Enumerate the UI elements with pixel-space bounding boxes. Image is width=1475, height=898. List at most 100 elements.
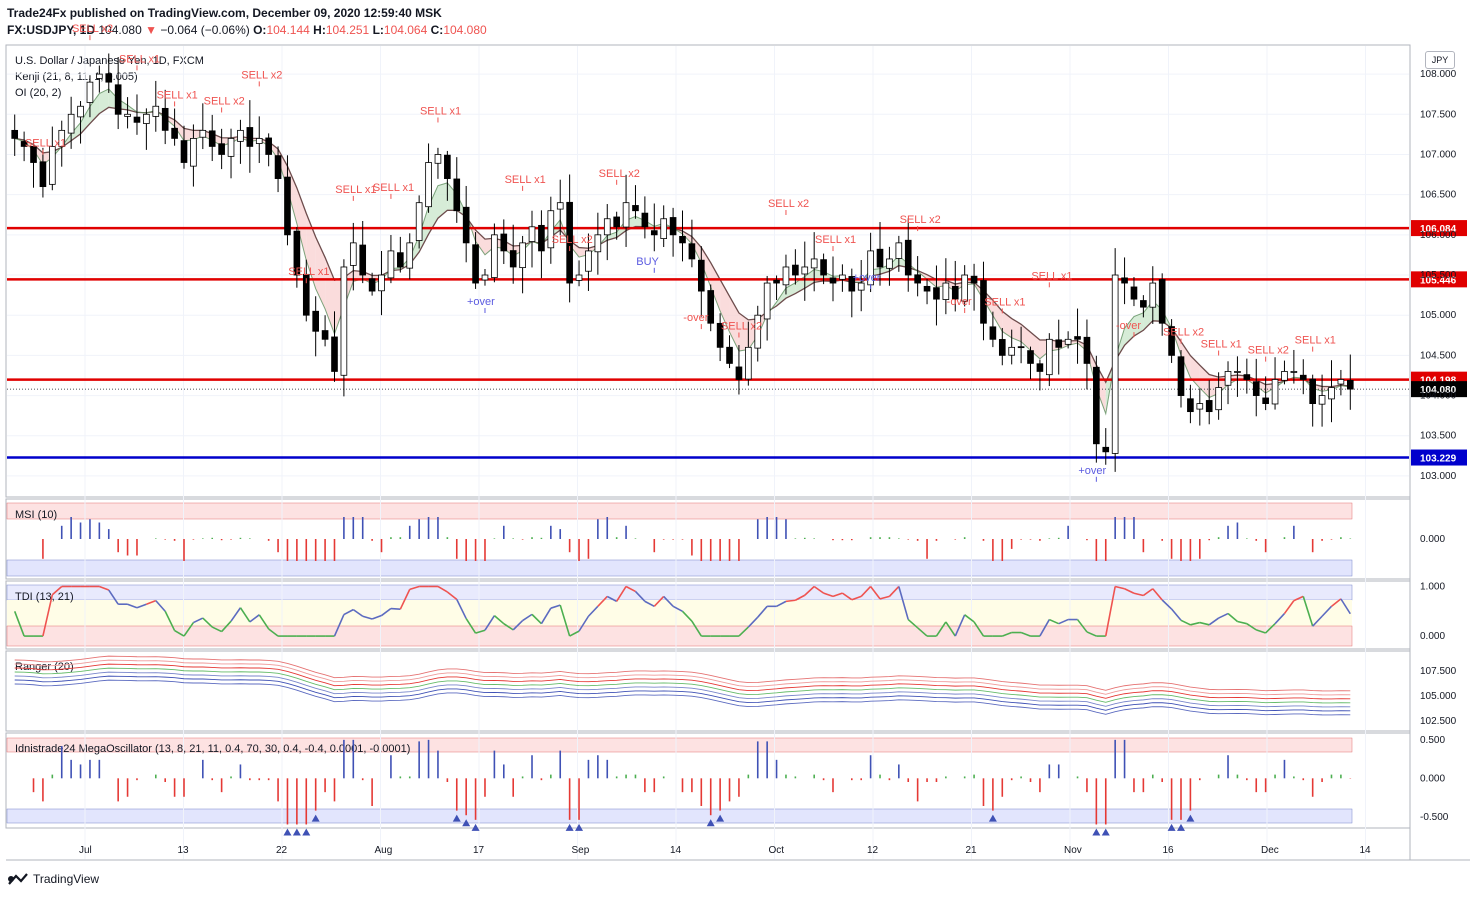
candle-body	[472, 244, 479, 284]
mega-buy-triangle	[1186, 814, 1195, 822]
candle-body	[1083, 336, 1091, 364]
cloud-segment	[1133, 312, 1144, 337]
ranger-band	[14, 659, 1351, 696]
candle-body	[669, 217, 677, 236]
tdi-segment	[1076, 619, 1088, 633]
signal-label: -over	[947, 296, 972, 308]
cloud-segment	[80, 106, 90, 134]
candle-body	[481, 274, 489, 281]
candle-body	[660, 218, 668, 239]
tradingview-logo[interactable]: TradingView	[7, 872, 99, 886]
candle-body	[528, 226, 536, 242]
candle-body	[942, 282, 950, 300]
candle-body	[67, 113, 75, 134]
signal-label: SELL x2	[241, 69, 282, 81]
candle-body	[801, 266, 809, 275]
price-tick-label: 104.500	[1420, 350, 1457, 361]
candle-body	[632, 205, 639, 212]
candle-body	[1064, 338, 1072, 345]
candle-body	[190, 137, 197, 167]
tdi-segment	[1312, 615, 1323, 627]
mega-tick-label: 0.000	[1420, 773, 1445, 784]
tdi-segment	[954, 614, 966, 637]
cloud-segment	[475, 230, 485, 255]
mega-buy-triangle	[706, 819, 715, 827]
candle-body	[77, 105, 84, 118]
tdi-segment	[1058, 618, 1069, 625]
candle-body	[1093, 366, 1100, 445]
tdi-segment	[42, 594, 54, 637]
tdi-segment	[371, 614, 382, 620]
candle-body	[782, 266, 790, 286]
tdi-segment	[1114, 585, 1125, 590]
currency-button[interactable]: JPY	[1425, 51, 1455, 69]
tdi-tick-label: 0.000	[1420, 631, 1445, 642]
tdi-segment	[99, 585, 110, 591]
cloud-segment	[691, 236, 702, 263]
candle-body	[923, 285, 931, 292]
candle-body	[415, 202, 423, 241]
candle-body	[491, 234, 498, 278]
candle-body	[594, 234, 602, 253]
tdi-upper-zone	[6, 584, 1353, 601]
tdi-segment	[1086, 631, 1097, 637]
mega-bars	[32, 739, 1352, 836]
signal-label: SELL x1	[1201, 339, 1242, 351]
tdi-segment	[136, 603, 147, 609]
cloud-segment	[174, 119, 185, 141]
time-tick-label: 16	[1163, 845, 1175, 856]
candle-body	[208, 130, 216, 147]
tdi-segment	[550, 604, 561, 609]
candle-body	[462, 206, 470, 244]
candle-body	[434, 154, 442, 164]
level-badge-label: 105.446	[1420, 275, 1457, 286]
tdi-segment	[484, 615, 496, 631]
tdi-segment	[512, 620, 524, 631]
mega-buy-triangle	[471, 823, 480, 831]
price-tick-label: 106.500	[1420, 190, 1457, 201]
tdi-segment	[888, 585, 900, 597]
candle-body	[133, 116, 141, 123]
candle-body	[829, 277, 837, 284]
time-tick-label: Dec	[1261, 845, 1279, 856]
tdi-segment	[569, 630, 580, 637]
cloud-segment	[701, 247, 711, 287]
candle-body	[378, 274, 385, 292]
candle-body	[124, 113, 131, 117]
signal-label: -over	[1116, 320, 1141, 332]
candle-body	[1346, 380, 1354, 390]
price-tick-label: 105.500	[1420, 270, 1457, 281]
candle-body	[585, 250, 592, 272]
time-tick-label: 12	[867, 845, 879, 856]
candle-body	[340, 266, 348, 376]
signal-label: SELL x1	[335, 184, 376, 196]
cloud-segment	[738, 312, 749, 352]
candle-body	[895, 242, 903, 259]
tdi-segment	[681, 610, 693, 622]
signal-label: SELL x1	[420, 105, 461, 117]
candle-body	[1177, 356, 1185, 396]
ranger-band	[14, 671, 1351, 708]
candle-body	[1252, 381, 1260, 396]
candle-body	[735, 366, 743, 380]
tdi-segment	[1246, 623, 1257, 631]
mega-buy-triangle	[462, 819, 471, 827]
tdi-segment	[221, 620, 232, 633]
open-label: O:	[253, 23, 267, 37]
signal-label: SELL x1	[157, 89, 198, 101]
tdi-segment	[465, 618, 477, 634]
tdi-segment	[1152, 588, 1163, 601]
signal-label: SELL x1	[1295, 335, 1336, 347]
signal-label: SELL x2	[599, 168, 640, 180]
ohlc-line: FX:USDJPY, 1D 104.080 ▼ −0.064 (−0.06%) …	[7, 22, 487, 38]
tdi-segment	[794, 594, 806, 601]
candle-body	[1243, 374, 1251, 380]
candle-body	[961, 274, 968, 302]
tdi-segment	[1124, 588, 1135, 594]
candle-body	[538, 224, 545, 252]
mega-tick-label: 0.500	[1420, 735, 1445, 746]
candle-body	[20, 141, 28, 147]
ranger-band	[14, 679, 1351, 716]
tdi-segment	[146, 599, 157, 605]
